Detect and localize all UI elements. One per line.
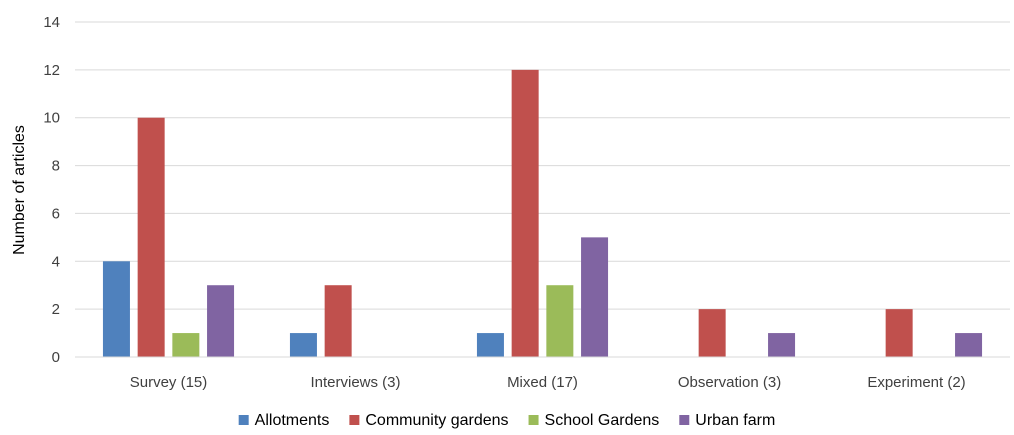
y-tick-label: 8 [52,158,60,175]
legend-swatch [349,415,360,425]
y-tick-label: 0 [52,349,60,366]
bars [102,69,983,357]
gridlines [75,21,1010,310]
y-axis-tick-labels: 0 2 4 6 8 10 12 14 [43,14,60,366]
legend-label: School Gardens [545,412,660,429]
bar-urban-farm [955,333,983,357]
y-tick-label: 2 [52,301,60,318]
legend-label: Urban farm [695,412,775,429]
bar-urban-farm [207,285,235,357]
legend-swatch [679,415,690,425]
legend-label: Community gardens [365,412,508,429]
y-axis-title: Number of articles [11,125,28,255]
bar-allotments [102,261,130,357]
bar-school-gardens [172,333,200,357]
x-tick-label: Observation (3) [678,374,781,391]
bar-allotments [476,333,504,357]
x-tick-label: Experiment (2) [867,374,965,391]
y-tick-label: 12 [43,62,60,79]
x-axis-tick-labels: Survey (15) Interviews (3) Mixed (17) Obser… [130,374,966,391]
bar-community-gardens [511,69,539,357]
y-tick-label: 14 [43,14,60,31]
x-tick-label: Mixed (17) [507,374,578,391]
bar-urban-farm [581,237,609,357]
bar-community-gardens [137,117,165,357]
y-tick-label: 10 [43,110,60,127]
y-tick-label: 6 [52,205,60,222]
bar-community-gardens [885,309,913,357]
legend-label: Allotments [255,412,330,429]
x-tick-label: Survey (15) [130,374,208,391]
bar-school-gardens [546,285,574,357]
bar-allotments [289,333,317,357]
bar-urban-farm [768,333,796,357]
legend-swatch [528,415,539,425]
bar-community-gardens [324,285,352,357]
x-tick-label: Interviews (3) [310,374,400,391]
y-tick-label: 4 [52,253,60,270]
legend-swatch [238,415,249,425]
bar-community-gardens [698,309,726,357]
legend: Allotments Community gardens School Garden… [238,412,775,429]
